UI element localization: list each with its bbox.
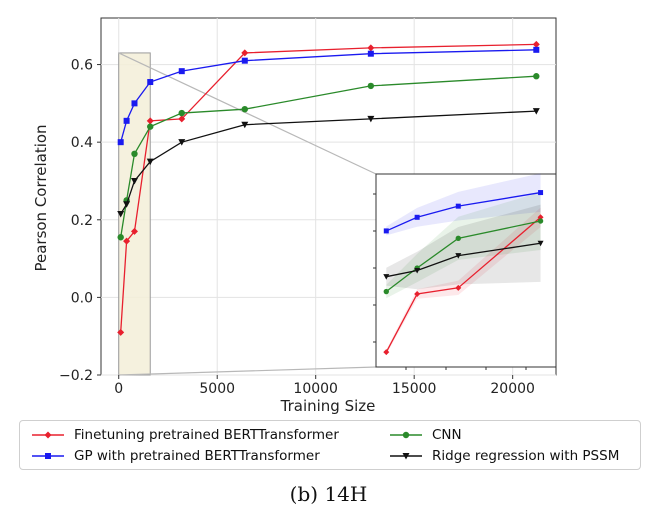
y-tick-label: −0.2 [59, 368, 93, 384]
data-point-square [178, 68, 185, 75]
zoom-connector-top [118, 52, 377, 175]
data-point-square [455, 203, 461, 209]
data-point-triangle [117, 210, 125, 218]
zoom-connector-bottom [118, 366, 377, 376]
data-point-diamond [414, 291, 421, 298]
data-point-square [538, 190, 544, 196]
legend-item: GP with pretrained BERTTransformer [30, 447, 320, 465]
legend-item: Finetuning pretrained BERTTransformer [30, 426, 339, 444]
data-point-circle [178, 109, 185, 117]
data-point-triangle [130, 177, 138, 185]
data-point-circle [537, 218, 544, 224]
data-point-triangle [402, 453, 410, 460]
inset-axis-ticks [373, 193, 527, 370]
data-point-triangle [455, 253, 462, 259]
data-point-circle [455, 235, 461, 242]
data-point-triangle [537, 240, 544, 247]
legend-swatch [390, 453, 422, 460]
legend-label: CNN [432, 427, 462, 443]
data-point-diamond [146, 117, 154, 125]
data-point-square [533, 46, 540, 53]
legend-item: Ridge regression with PSSM [388, 447, 619, 465]
x-axis-label: Training Size [280, 397, 376, 415]
legend-swatch [32, 431, 64, 439]
legend: Finetuning pretrained BERTTransformer GP … [19, 420, 641, 470]
data-point-diamond [241, 49, 249, 57]
data-point-circle [241, 105, 248, 113]
chart-svg: 0 5000 10000 15000 20000 −0.2 0.0 0.2 0.4 0.6 Tra… [32, 17, 557, 415]
data-point-diamond [123, 237, 131, 245]
data-point-square [367, 50, 374, 57]
data-point-circle [383, 288, 389, 295]
data-point-triangle [532, 108, 540, 115]
data-point-diamond [455, 284, 462, 291]
series-line [120, 110, 537, 215]
data-point-diamond [367, 44, 375, 52]
inset-series-line [386, 242, 541, 278]
data-point-triangle [414, 268, 421, 274]
data-point-square [414, 214, 420, 220]
y-axis-label: Pearson Correlation [32, 124, 50, 271]
data-point-diamond [532, 40, 540, 48]
axis-ticks: 0 5000 10000 15000 20000 −0.2 0.0 0.2 0.4 0.6 [59, 58, 535, 397]
inset-chart [373, 173, 557, 370]
data-point-square [45, 453, 51, 459]
data-point-square [147, 79, 154, 86]
data-point-square [241, 57, 248, 64]
data-point-circle [131, 150, 138, 158]
data-point-diamond [178, 115, 186, 123]
data-point-square [131, 100, 138, 107]
inset-series-group [383, 190, 544, 356]
inset-series-line [385, 216, 541, 353]
legend-swatch [32, 453, 64, 459]
data-point-square [117, 139, 124, 146]
confidence-band [386, 173, 541, 236]
data-point-square [123, 117, 130, 124]
confidence-band [386, 192, 541, 299]
confidence-band [386, 207, 541, 355]
data-point-triangle [178, 139, 186, 146]
x-tick-label: 20000 [490, 381, 535, 397]
y-tick-label: 0.4 [71, 135, 93, 151]
legend-label: Finetuning pretrained BERTTransformer [74, 427, 339, 443]
data-point-diamond [44, 431, 52, 439]
data-point-circle [533, 73, 540, 80]
x-tick-label: 15000 [392, 381, 437, 397]
data-point-diamond [130, 227, 138, 235]
data-point-circle [117, 234, 124, 241]
legend-item: CNN [388, 426, 462, 444]
data-point-circle [367, 82, 375, 90]
data-point-triangle [146, 158, 154, 166]
y-tick-label: 0.2 [71, 213, 93, 229]
data-point-diamond [383, 349, 390, 356]
data-point-circle [147, 123, 154, 130]
inset-series-line [386, 191, 541, 232]
inset-series-line [385, 220, 541, 293]
legend-label: GP with pretrained BERTTransformer [74, 448, 320, 464]
data-point-square [383, 228, 389, 234]
data-point-triangle [383, 274, 390, 280]
data-point-triangle [123, 201, 131, 208]
x-tick-label: 0 [114, 381, 123, 397]
inset-frame [375, 173, 557, 368]
x-tick-label: 10000 [293, 381, 338, 397]
legend-label: Ridge regression with PSSM [432, 448, 620, 464]
y-tick-label: 0.0 [71, 290, 93, 306]
data-point-triangle [241, 121, 249, 129]
y-tick-label: 0.6 [71, 58, 93, 74]
figure-caption: (b) 14H [289, 482, 368, 506]
data-point-triangle [367, 115, 375, 123]
data-point-circle [402, 431, 410, 439]
legend-swatch [390, 431, 422, 439]
data-point-diamond [117, 328, 125, 336]
series-line [120, 75, 537, 238]
series-group [117, 40, 540, 336]
x-tick-label: 5000 [199, 381, 235, 397]
